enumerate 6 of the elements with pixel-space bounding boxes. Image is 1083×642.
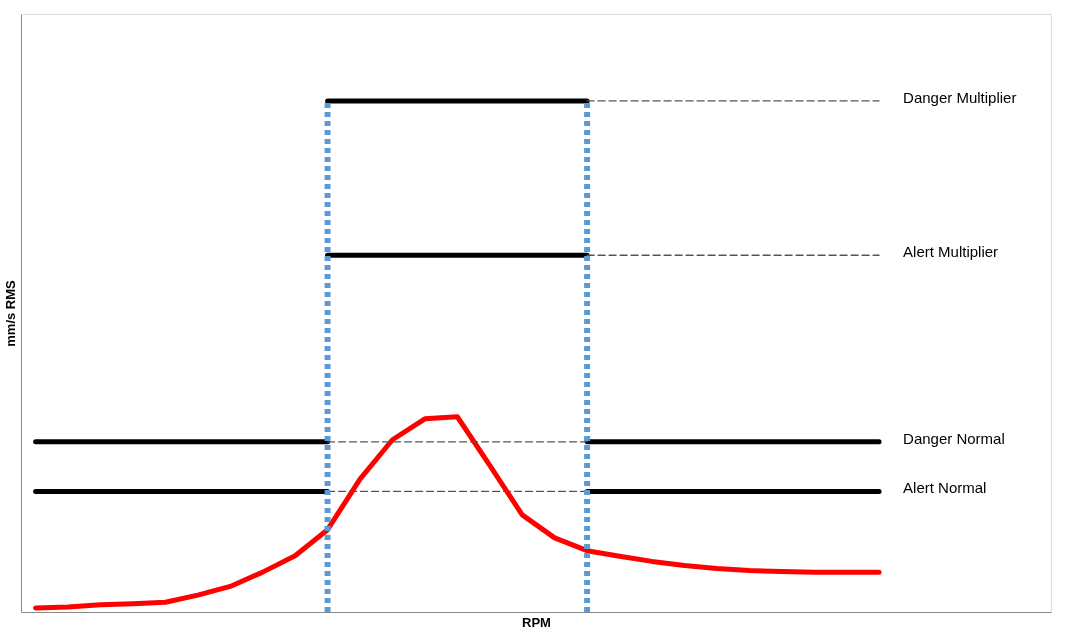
- x-axis-title: RPM: [522, 614, 551, 630]
- series-label: Alert Multiplier: [903, 243, 999, 261]
- series-label: Danger Normal: [903, 429, 1005, 447]
- series-label: Danger Multiplier: [903, 88, 1017, 106]
- series-label: Alert Normal: [903, 479, 987, 497]
- y-axis-title: mm/s RMS: [2, 279, 18, 347]
